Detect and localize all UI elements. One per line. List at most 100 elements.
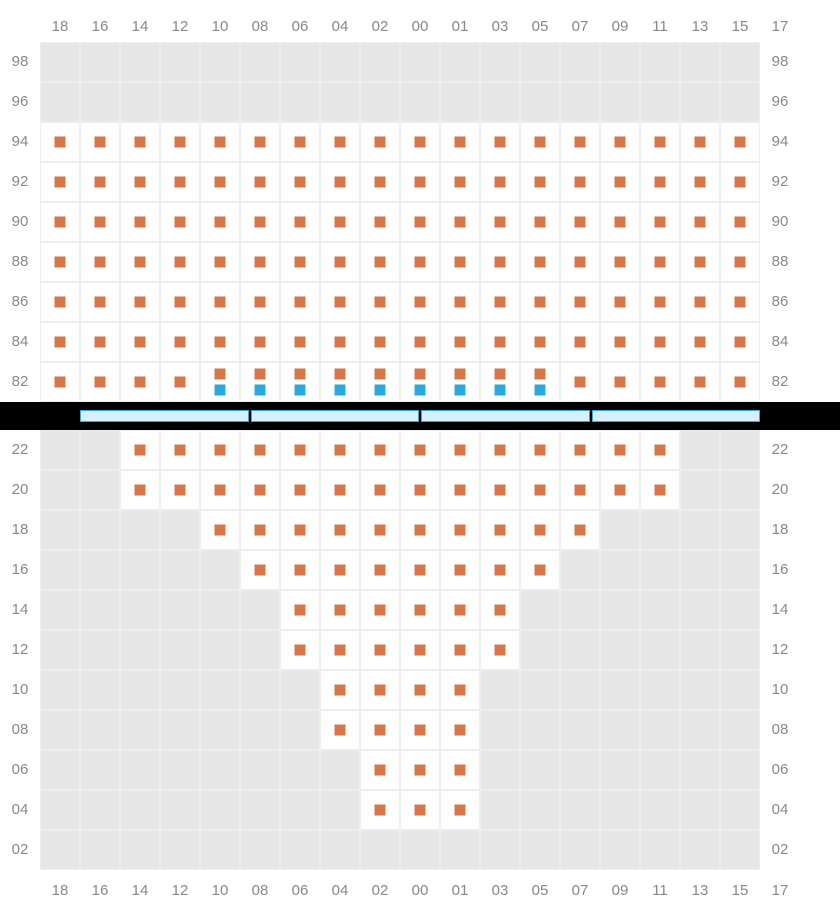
seat-blue[interactable] (255, 385, 266, 396)
seat-orange[interactable] (215, 337, 226, 348)
seat-orange[interactable] (495, 445, 506, 456)
seat-orange[interactable] (455, 137, 466, 148)
seat-orange[interactable] (495, 369, 506, 380)
seat-orange[interactable] (215, 257, 226, 268)
seat-orange[interactable] (255, 337, 266, 348)
seat-orange[interactable] (615, 217, 626, 228)
seat-orange[interactable] (695, 297, 706, 308)
seat-orange[interactable] (295, 257, 306, 268)
seat-orange[interactable] (655, 485, 666, 496)
seat-orange[interactable] (455, 257, 466, 268)
seat-orange[interactable] (95, 337, 106, 348)
seat-orange[interactable] (335, 605, 346, 616)
seat-orange[interactable] (175, 485, 186, 496)
seat-orange[interactable] (575, 445, 586, 456)
seat-orange[interactable] (575, 485, 586, 496)
seat-orange[interactable] (135, 177, 146, 188)
seat-orange[interactable] (135, 337, 146, 348)
seat-orange[interactable] (655, 137, 666, 148)
seat-orange[interactable] (415, 217, 426, 228)
seat-orange[interactable] (255, 177, 266, 188)
seat-orange[interactable] (455, 645, 466, 656)
seat-orange[interactable] (455, 369, 466, 380)
seat-orange[interactable] (735, 217, 746, 228)
seat-orange[interactable] (495, 297, 506, 308)
seat-orange[interactable] (575, 217, 586, 228)
seat-orange[interactable] (255, 257, 266, 268)
seat-orange[interactable] (575, 177, 586, 188)
seat-blue[interactable] (495, 385, 506, 396)
seat-orange[interactable] (375, 525, 386, 536)
seat-orange[interactable] (295, 565, 306, 576)
seat-orange[interactable] (215, 525, 226, 536)
seat-orange[interactable] (655, 177, 666, 188)
seat-orange[interactable] (135, 137, 146, 148)
seat-orange[interactable] (335, 177, 346, 188)
seat-orange[interactable] (55, 377, 66, 388)
seat-orange[interactable] (415, 605, 426, 616)
seat-orange[interactable] (375, 445, 386, 456)
seat-orange[interactable] (415, 685, 426, 696)
seat-orange[interactable] (335, 445, 346, 456)
seat-orange[interactable] (535, 565, 546, 576)
seat-orange[interactable] (295, 217, 306, 228)
seat-orange[interactable] (615, 137, 626, 148)
seat-orange[interactable] (335, 725, 346, 736)
seat-orange[interactable] (615, 177, 626, 188)
seat-orange[interactable] (95, 257, 106, 268)
seat-orange[interactable] (535, 445, 546, 456)
seat-orange[interactable] (575, 525, 586, 536)
seat-orange[interactable] (55, 137, 66, 148)
seat-orange[interactable] (135, 445, 146, 456)
seat-orange[interactable] (95, 137, 106, 148)
seat-orange[interactable] (295, 137, 306, 148)
seat-orange[interactable] (295, 445, 306, 456)
seat-orange[interactable] (735, 297, 746, 308)
seat-orange[interactable] (375, 685, 386, 696)
seat-orange[interactable] (455, 685, 466, 696)
seat-orange[interactable] (495, 605, 506, 616)
seat-orange[interactable] (495, 645, 506, 656)
seat-orange[interactable] (535, 217, 546, 228)
seat-orange[interactable] (255, 525, 266, 536)
seat-orange[interactable] (415, 137, 426, 148)
seat-orange[interactable] (335, 369, 346, 380)
seat-orange[interactable] (215, 217, 226, 228)
seat-orange[interactable] (215, 485, 226, 496)
seat-orange[interactable] (455, 805, 466, 816)
seat-orange[interactable] (135, 377, 146, 388)
seat-orange[interactable] (495, 525, 506, 536)
seat-orange[interactable] (375, 337, 386, 348)
seat-orange[interactable] (215, 177, 226, 188)
seat-orange[interactable] (575, 377, 586, 388)
seat-orange[interactable] (415, 257, 426, 268)
seat-orange[interactable] (95, 297, 106, 308)
seat-orange[interactable] (255, 369, 266, 380)
seat-orange[interactable] (455, 605, 466, 616)
seat-orange[interactable] (455, 217, 466, 228)
seat-orange[interactable] (255, 217, 266, 228)
seat-orange[interactable] (215, 137, 226, 148)
seat-orange[interactable] (415, 525, 426, 536)
seat-orange[interactable] (175, 297, 186, 308)
seat-orange[interactable] (415, 297, 426, 308)
seat-orange[interactable] (575, 257, 586, 268)
seat-orange[interactable] (655, 217, 666, 228)
seat-orange[interactable] (55, 257, 66, 268)
seat-orange[interactable] (495, 485, 506, 496)
seat-orange[interactable] (175, 217, 186, 228)
seat-orange[interactable] (335, 297, 346, 308)
seat-orange[interactable] (495, 257, 506, 268)
seat-orange[interactable] (575, 297, 586, 308)
seat-orange[interactable] (495, 177, 506, 188)
seat-orange[interactable] (135, 297, 146, 308)
seat-orange[interactable] (415, 645, 426, 656)
seat-orange[interactable] (455, 565, 466, 576)
seat-orange[interactable] (375, 485, 386, 496)
seat-orange[interactable] (335, 137, 346, 148)
seat-orange[interactable] (415, 485, 426, 496)
seat-orange[interactable] (55, 297, 66, 308)
seat-orange[interactable] (615, 377, 626, 388)
seat-orange[interactable] (375, 605, 386, 616)
seat-orange[interactable] (695, 257, 706, 268)
